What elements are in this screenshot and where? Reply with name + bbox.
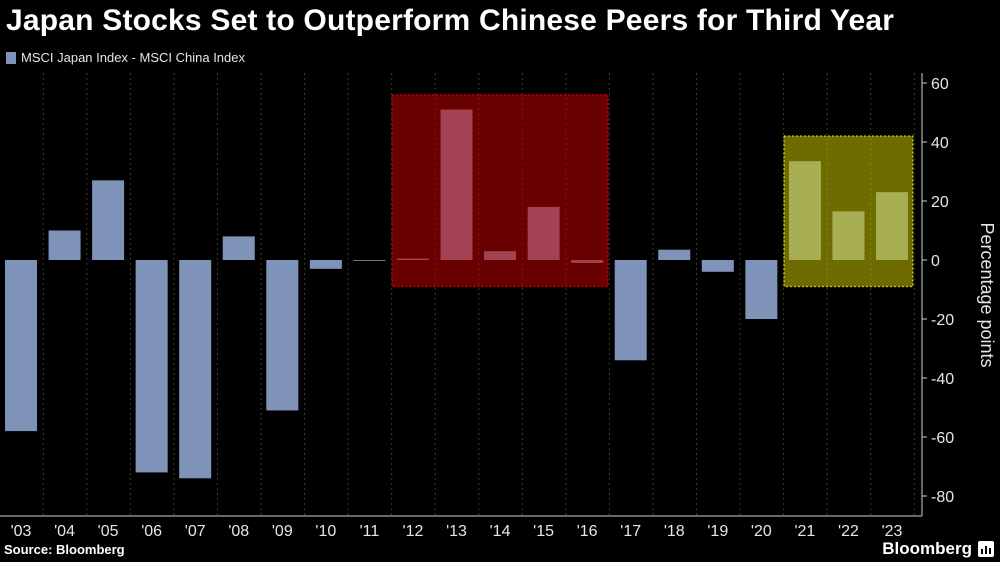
bar-17 xyxy=(614,260,647,361)
bar-18 xyxy=(658,249,691,260)
x-tick-label: '14 xyxy=(490,523,511,540)
x-tick-label: '05 xyxy=(98,523,119,540)
brand-logo: Bloomberg xyxy=(882,539,994,559)
highlight-box-1 xyxy=(391,94,609,288)
y-tick-label: 20 xyxy=(931,194,949,211)
legend: MSCI Japan Index - MSCI China Index xyxy=(6,50,245,65)
bar-10 xyxy=(309,260,342,269)
y-tick-label: -20 xyxy=(931,312,954,329)
x-tick-label: '17 xyxy=(620,523,641,540)
y-tick-label: -80 xyxy=(931,489,954,506)
source-note: Source: Bloomberg xyxy=(4,542,125,557)
highlight-boxes xyxy=(391,94,914,288)
x-tick-label: '06 xyxy=(141,523,162,540)
bar-20 xyxy=(745,260,778,319)
bar-07 xyxy=(179,260,212,479)
x-tick-label: '11 xyxy=(360,523,380,540)
x-tick-label: '22 xyxy=(838,523,859,540)
chart-title: Japan Stocks Set to Outperform Chinese P… xyxy=(6,4,895,37)
x-tick-label: '04 xyxy=(54,523,75,540)
x-tick-label: '15 xyxy=(533,523,554,540)
x-tick-label: '16 xyxy=(577,523,598,540)
x-tick-label: '21 xyxy=(794,523,815,540)
y-tick-label: -60 xyxy=(931,430,954,447)
x-tick-label: '07 xyxy=(185,523,206,540)
x-tick-label: '03 xyxy=(11,523,32,540)
highlight-box-2 xyxy=(783,135,914,288)
x-tick-label: '10 xyxy=(315,523,336,540)
bar-03 xyxy=(5,260,37,432)
x-tick-label: '08 xyxy=(228,523,249,540)
x-tick-label: '18 xyxy=(664,523,685,540)
bloomberg-terminal-icon xyxy=(978,541,994,557)
legend-label: MSCI Japan Index - MSCI China Index xyxy=(21,50,245,65)
bar-05 xyxy=(92,180,125,260)
bar-04 xyxy=(48,230,81,260)
y-tick-label: 40 xyxy=(931,135,949,152)
bar-11 xyxy=(353,260,386,261)
bar-19 xyxy=(701,260,734,272)
y-tick-label: 0 xyxy=(931,253,940,270)
bar-08 xyxy=(222,236,255,260)
x-tick-label: '12 xyxy=(403,523,424,540)
x-tick-label: '19 xyxy=(707,523,728,540)
brand-name: Bloomberg xyxy=(882,539,972,558)
y-tick-label: 60 xyxy=(931,76,949,93)
axes: 60 40 20 0 -20 -40 -60 -80 Percentage points '03 '… xyxy=(0,73,997,540)
y-axis-title: Percentage points xyxy=(977,222,997,367)
x-tick-label: '13 xyxy=(446,523,467,540)
bar-06 xyxy=(135,260,168,473)
legend-swatch xyxy=(6,51,16,64)
grid-lines xyxy=(42,73,915,516)
y-tick-label: -40 xyxy=(931,371,954,388)
x-tick-label: '23 xyxy=(882,523,903,540)
bar-09 xyxy=(266,260,299,411)
x-tick-label: '20 xyxy=(751,523,772,540)
x-tick-label: '09 xyxy=(272,523,293,540)
